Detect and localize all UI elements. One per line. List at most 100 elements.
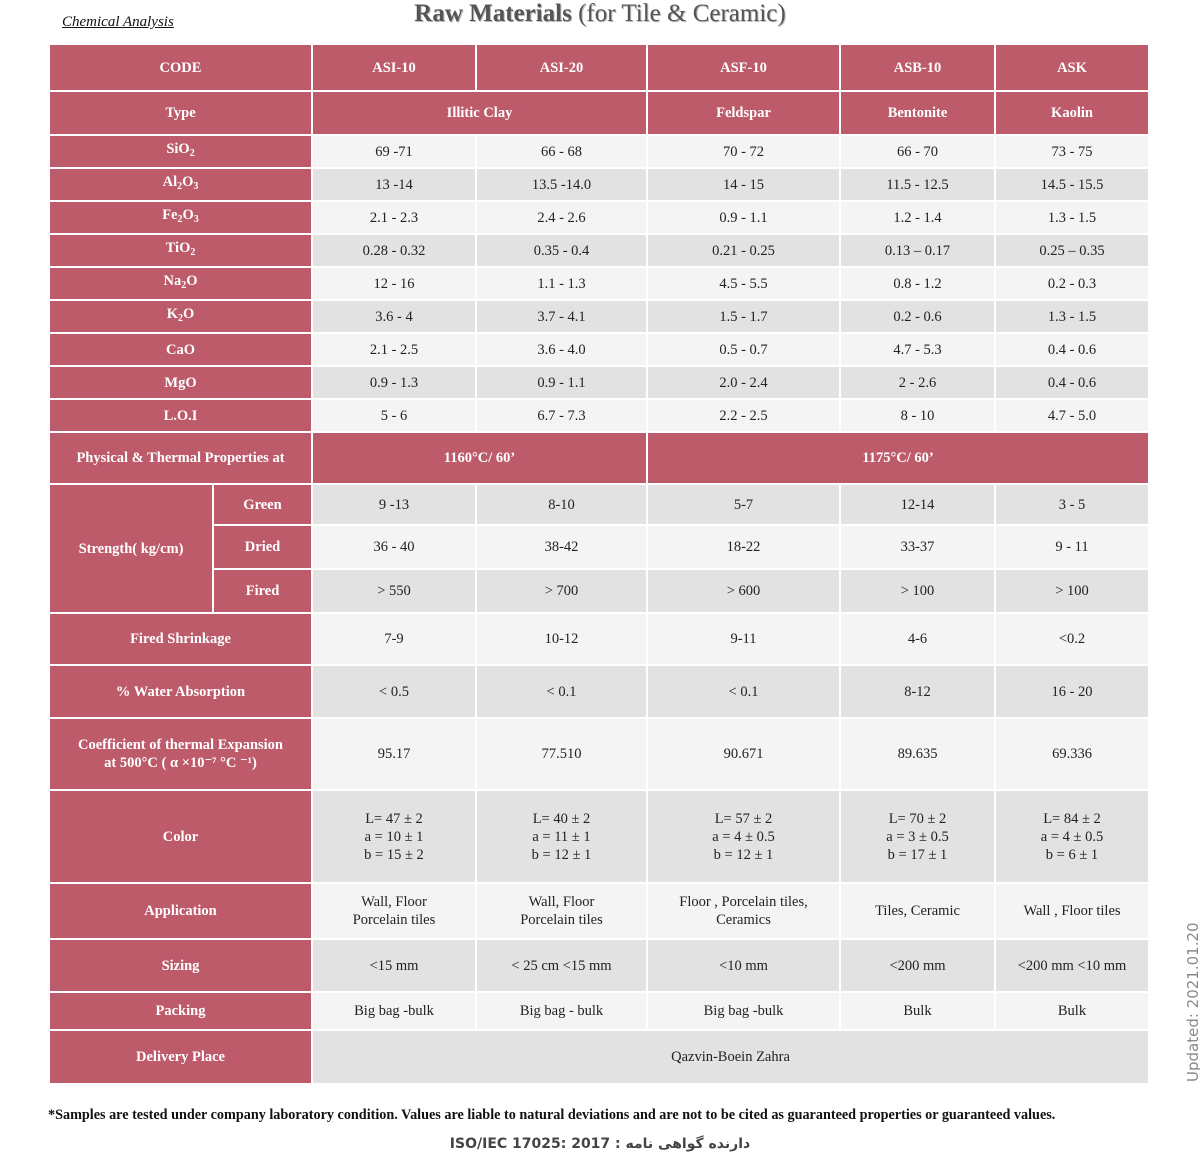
code-asf-10: ASF-10 (648, 45, 839, 90)
table-cell: 73 - 75 (996, 136, 1148, 167)
table-cell: 18-22 (648, 526, 839, 568)
chem-label-tio2: TiO2 (50, 235, 311, 266)
certification-note: ISO/IEC 17025: 2017 : دارنده گواهی نامه (449, 1136, 751, 1152)
table-row: MgO 0.9 - 1.3 0.9 - 1.1 2.0 - 2.4 2 - 2.… (50, 367, 1148, 398)
table-cell: 69 -71 (313, 136, 475, 167)
physical-temp-1160: 1160°C/ 60’ (313, 433, 646, 483)
title-main: Raw Materials (414, 0, 572, 27)
chem-label-na2o: Na2O (50, 268, 311, 299)
code-ask: ASK (996, 45, 1148, 90)
table-row: Na2O 12 - 16 1.1 - 1.3 4.5 - 5.5 0.8 - 1… (50, 268, 1148, 299)
thermal-expansion-label: Coefficient of thermal Expansion at 500°… (50, 719, 311, 789)
table-row: Fired Shrinkage 7-9 10-12 9-11 4-6 <0.2 (50, 614, 1148, 664)
table-cell: <200 mm (841, 940, 994, 991)
table-cell: 77.510 (477, 719, 646, 789)
table-cell: 3.7 - 4.1 (477, 301, 646, 332)
table-cell: > 550 (313, 570, 475, 612)
table-cell: > 600 (648, 570, 839, 612)
table-cell: 0.9 - 1.3 (313, 367, 475, 398)
color-label: Color (50, 791, 311, 882)
sizing-label: Sizing (50, 940, 311, 991)
table-cell: < 0.5 (313, 666, 475, 717)
table-cell: 13 -14 (313, 169, 475, 200)
thermal-label-line-2: at 500°C ( α ×10⁻⁷ °C ⁻¹) (104, 755, 257, 771)
table-cell: 0.2 - 0.3 (996, 268, 1148, 299)
table-cell: 8-12 (841, 666, 994, 717)
table-cell: 0.21 - 0.25 (648, 235, 839, 266)
table-cell: 2.1 - 2.5 (313, 334, 475, 365)
table-row: TiO2 0.28 - 0.32 0.35 - 0.4 0.21 - 0.25 … (50, 235, 1148, 266)
table-cell: 5-7 (648, 485, 839, 524)
table-cell: Wall, Floor Porcelain tiles (313, 884, 475, 938)
chem-label-fe2o3: Fe2O3 (50, 202, 311, 233)
table-cell: 9 - 11 (996, 526, 1148, 568)
updated-note: Updated: 2021.01.20 (1170, 922, 1200, 1090)
table-cell: 1.1 - 1.3 (477, 268, 646, 299)
table-row: Sizing <15 mm < 25 cm <15 mm <10 mm <200… (50, 940, 1148, 991)
table-cell: 2 - 2.6 (841, 367, 994, 398)
table-cell: 14.5 - 15.5 (996, 169, 1148, 200)
shrinkage-label: Fired Shrinkage (50, 614, 311, 664)
section-label: Chemical Analysis (62, 14, 174, 30)
table-cell: 0.9 - 1.1 (477, 367, 646, 398)
table-cell: 16 - 20 (996, 666, 1148, 717)
table-row: Packing Big bag -bulk Big bag - bulk Big… (50, 993, 1148, 1029)
table-cell: Big bag -bulk (313, 993, 475, 1029)
code-row: CODE ASI-10 ASI-20 ASF-10 ASB-10 ASK (50, 45, 1148, 90)
table-cell: Floor , Porcelain tiles, Ceramics (648, 884, 839, 938)
table-cell: 0.25 – 0.35 (996, 235, 1148, 266)
table-cell: 70 - 72 (648, 136, 839, 167)
table-cell: 0.28 - 0.32 (313, 235, 475, 266)
table-cell: 0.4 - 0.6 (996, 334, 1148, 365)
table-cell: < 25 cm <15 mm (477, 940, 646, 991)
table-cell: 8 - 10 (841, 400, 994, 431)
code-header: CODE (50, 45, 311, 90)
delivery-label: Delivery Place (50, 1031, 311, 1083)
table-cell: <200 mm <10 mm (996, 940, 1148, 991)
chem-label-cao: CaO (50, 334, 311, 365)
table-cell: < 0.1 (648, 666, 839, 717)
table-cell: 11.5 - 12.5 (841, 169, 994, 200)
table-cell: <0.2 (996, 614, 1148, 664)
table-cell: Bulk (996, 993, 1148, 1029)
type-bentonite: Bentonite (841, 92, 994, 134)
table-cell: 66 - 68 (477, 136, 646, 167)
chem-label-loi: L.O.I (50, 400, 311, 431)
table-row: Application Wall, Floor Porcelain tiles W… (50, 884, 1148, 938)
table-cell: 0.5 - 0.7 (648, 334, 839, 365)
table-cell: 13.5 -14.0 (477, 169, 646, 200)
table-cell: 1.3 - 1.5 (996, 202, 1148, 233)
table-row: % Water Absorption < 0.5 < 0.1 < 0.1 8-1… (50, 666, 1148, 717)
table-cell: <15 mm (313, 940, 475, 991)
thermal-label-line-1: Coefficient of thermal Expansion (78, 737, 283, 753)
table-cell: 9-11 (648, 614, 839, 664)
table-row: Dried 36 - 40 38-42 18-22 33-37 9 - 11 (50, 526, 1148, 568)
table-cell: 36 - 40 (313, 526, 475, 568)
table-cell: 12 - 16 (313, 268, 475, 299)
table-cell: 2.2 - 2.5 (648, 400, 839, 431)
table-cell: Tiles, Ceramic (841, 884, 994, 938)
table-cell: 2.1 - 2.3 (313, 202, 475, 233)
raw-materials-table: CODE ASI-10 ASI-20 ASF-10 ASB-10 ASK Typ… (48, 43, 1150, 1085)
packing-label: Packing (50, 993, 311, 1029)
page-title: Raw Materials (for Tile & Ceramic) (0, 0, 1200, 28)
table-cell: < 0.1 (477, 666, 646, 717)
type-illitic-clay: Illitic Clay (313, 92, 646, 134)
table-cell: 0.35 - 0.4 (477, 235, 646, 266)
table-row: K2O 3.6 - 4 3.7 - 4.1 1.5 - 1.7 0.2 - 0.… (50, 301, 1148, 332)
table-cell: 8-10 (477, 485, 646, 524)
table-cell: 6.7 - 7.3 (477, 400, 646, 431)
table-cell: Bulk (841, 993, 994, 1029)
table-cell: 1.5 - 1.7 (648, 301, 839, 332)
table-cell: Wall, Floor Porcelain tiles (477, 884, 646, 938)
type-feldspar: Feldspar (648, 92, 839, 134)
table-row: Fe2O3 2.1 - 2.3 2.4 - 2.6 0.9 - 1.1 1.2 … (50, 202, 1148, 233)
table-cell: Wall , Floor tiles (996, 884, 1148, 938)
table-row: Fired > 550 > 700 > 600 > 100 > 100 (50, 570, 1148, 612)
table-cell: > 100 (841, 570, 994, 612)
table-cell: 12-14 (841, 485, 994, 524)
footnote: *Samples are tested under company labora… (48, 1107, 1056, 1123)
